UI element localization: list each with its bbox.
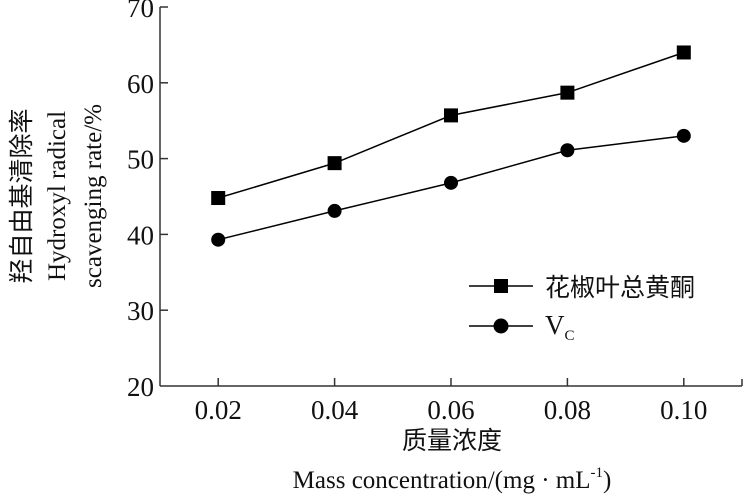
y-tick-label: 20 <box>127 372 154 402</box>
legend: 花椒叶总黄酮 VC <box>469 273 695 344</box>
data-point-square <box>327 156 342 171</box>
y-tick-label: 50 <box>127 145 154 175</box>
y-tick-label: 60 <box>127 69 154 99</box>
x-tick-label: 0.02 <box>195 395 242 425</box>
y-axis-title-cn: 羟自由基清除率 <box>7 108 36 283</box>
x-tick-label: 0.10 <box>660 395 707 425</box>
legend-square-marker-icon <box>494 279 508 293</box>
data-point-square <box>676 45 691 60</box>
data-point-square <box>560 85 575 100</box>
series-vc <box>211 128 691 247</box>
legend-label-flavonoids: 花椒叶总黄酮 <box>545 273 695 302</box>
y-tick-label: 30 <box>127 296 154 326</box>
legend-item-flavonoids: 花椒叶总黄酮 <box>469 273 695 302</box>
data-point-square <box>444 108 458 123</box>
x-tick-label: 0.06 <box>427 395 474 425</box>
data-point-square <box>211 191 226 206</box>
data-point-circle <box>211 232 226 247</box>
legend-circle-marker-icon <box>493 318 509 334</box>
data-point-circle <box>676 128 691 143</box>
x-tick-label: 0.04 <box>311 395 359 425</box>
legend-label-vc-sub: C <box>565 328 575 344</box>
x-axis-title-en-main: Mass concentration/(mg · mL <box>293 467 591 494</box>
legend-label-vc: VC <box>545 310 575 344</box>
data-point-circle <box>327 203 342 218</box>
x-axis-title-en: Mass concentration/(mg · mL-1) <box>293 465 612 494</box>
x-ticks: 0.02 0.04 0.06 0.08 0.10 <box>195 378 707 425</box>
data-point-circle <box>560 143 575 158</box>
series-layer <box>211 45 691 247</box>
data-point-circle <box>444 175 458 190</box>
series-flavonoids <box>211 45 691 206</box>
axes <box>159 7 743 387</box>
y-tick-label: 40 <box>127 220 154 250</box>
y-axis-title-en-line2: scavenging rate/% <box>80 104 107 288</box>
y-tick-label: 70 <box>127 0 154 23</box>
x-axis-title-cn: 质量浓度 <box>402 426 502 455</box>
x-tick-label: 0.08 <box>544 395 591 425</box>
legend-label-vc-main: V <box>545 310 565 340</box>
y-ticks: 20 30 40 50 60 70 <box>127 0 168 402</box>
legend-item-vc: VC <box>469 310 575 344</box>
y-axis-title-en-line1: Hydroxyl radical <box>44 111 71 281</box>
x-axis-title-en-sup: -1 <box>591 465 604 481</box>
x-axis-title-en-end: ) <box>603 467 611 494</box>
